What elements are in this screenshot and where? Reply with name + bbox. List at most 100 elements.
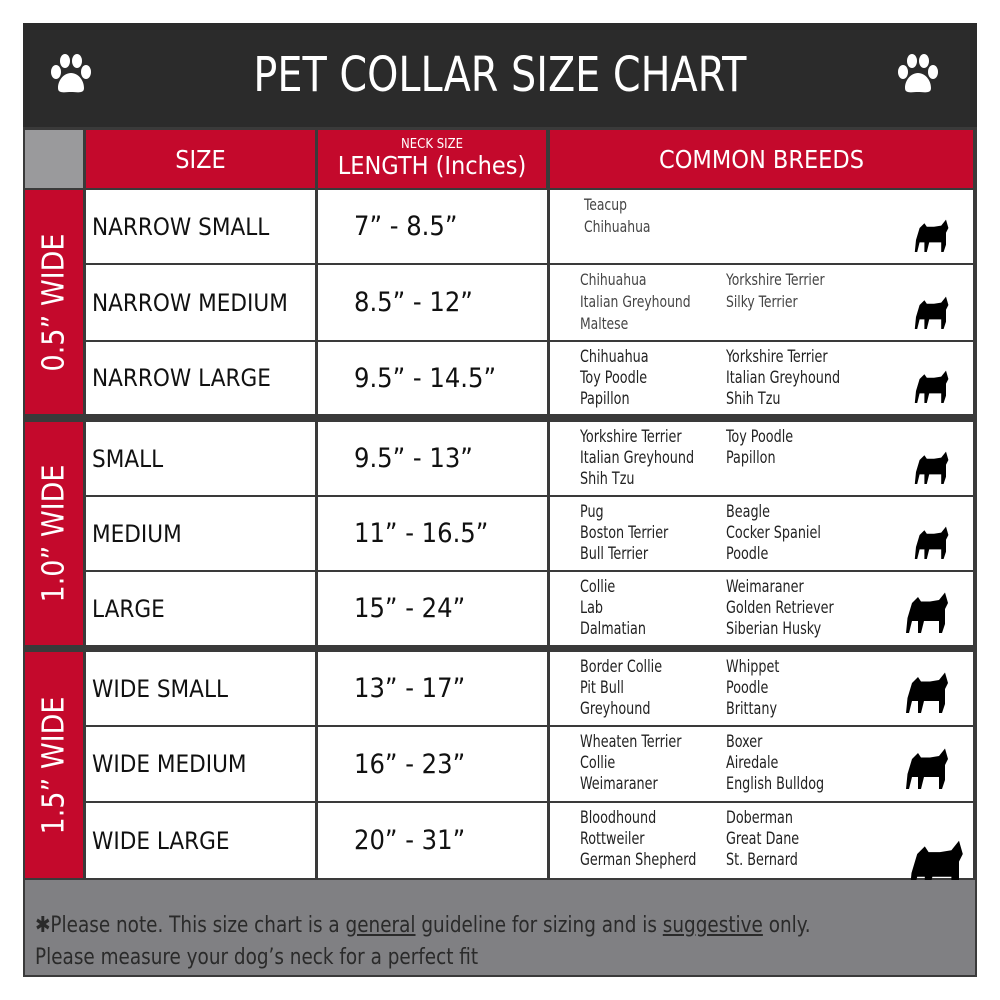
breeds-left: Border Collie Pit Bull Greyhound: [580, 656, 662, 719]
breed: Pug: [580, 502, 604, 521]
breeds-left: Yorkshire Terrier Italian Greyhound Shih T…: [580, 426, 694, 489]
breed: Golden Retriever: [726, 598, 834, 617]
divider: [315, 265, 318, 340]
size-name: WIDE LARGE: [92, 826, 230, 855]
breed: Shih Tzu: [726, 389, 781, 408]
divider: [315, 727, 318, 801]
column-header-size: SIZE: [86, 130, 315, 188]
paw-icon: [51, 54, 91, 93]
divider: [547, 497, 550, 570]
neck-length: 20” - 31”: [354, 825, 466, 856]
breed: Border Collie: [580, 657, 663, 676]
breed: Collie: [580, 753, 616, 772]
table-row: SMALL 9.5” - 13” Yorkshire Terrier Italia…: [86, 422, 973, 495]
breed: Dalmatian: [580, 619, 646, 638]
breeds-right: Beagle Cocker Spaniel Poodle: [726, 501, 821, 564]
chihuahua-silhouette-icon: [915, 296, 949, 330]
breed: Whippet: [726, 657, 780, 676]
neck-length: 9.5” - 13”: [354, 443, 473, 474]
breed: Greyhound: [580, 699, 651, 718]
pitbull-silhouette-icon: [906, 748, 948, 789]
divider: [547, 572, 550, 645]
divider: [547, 190, 550, 263]
breed: Poodle: [726, 544, 769, 563]
doberman-silhouette-icon: [910, 841, 964, 893]
width-label: 0.5” WIDE: [36, 233, 72, 371]
breed: Bloodhound: [580, 808, 657, 827]
divider: [547, 652, 550, 725]
neck-length: 16” - 23”: [354, 748, 466, 780]
breed: Boston Terrier: [580, 523, 669, 542]
breed: Yorkshire Terrier: [580, 427, 682, 446]
divider: [315, 572, 318, 645]
bulldog-silhouette-icon: [906, 672, 948, 713]
size-name: MEDIUM: [92, 519, 182, 548]
width-group-label: 0.5” WIDE: [25, 190, 83, 414]
breed: Teacup: [584, 195, 627, 214]
breed: German Shepherd: [580, 850, 697, 869]
breeds-right: Yorkshire Terrier Silky Terrier: [726, 269, 825, 313]
breeds-left: Teacup Chihuahua: [584, 194, 651, 238]
neck-length: 11” - 16.5”: [354, 518, 489, 549]
breed: Papillon: [580, 389, 630, 408]
breed: Italian Greyhound: [580, 292, 691, 311]
breeds-right: Toy Poodle Papillon: [726, 426, 793, 468]
breeds-right: Doberman Great Dane St. Bernard: [726, 807, 799, 870]
breed: Great Dane: [726, 829, 800, 848]
size-name: NARROW SMALL: [92, 212, 270, 241]
table-row: WIDE LARGE 20” - 31” Bloodhound Rottweile…: [86, 803, 973, 893]
breed: Papillon: [726, 448, 776, 467]
breed: Weimaraner: [580, 774, 658, 793]
breed: Rottweiler: [580, 829, 645, 848]
breed: Chihuahua: [580, 347, 649, 366]
paw-icon: [898, 54, 938, 93]
breeds-left: Collie Lab Dalmatian: [580, 576, 646, 639]
width-group-label: 1.0” WIDE: [25, 422, 83, 645]
footer-text: ✱Please note. This size chart is a: [35, 913, 346, 938]
header-corner: [25, 130, 83, 188]
table-row: WIDE MEDIUM 16” - 23” Wheaten Terrier Col…: [86, 727, 973, 801]
pomeranian-silhouette-icon: [915, 451, 949, 485]
breed: Silky Terrier: [726, 292, 798, 311]
breed: Pit Bull: [580, 678, 624, 697]
footer-text: only.: [762, 913, 811, 938]
breeds-left: Pug Boston Terrier Bull Terrier: [580, 501, 668, 564]
breed: Siberian Husky: [726, 619, 822, 638]
breed: Chihuahua: [584, 217, 651, 236]
footer-line-2: Please measure your dog’s neck for a per…: [35, 945, 479, 970]
breed: Collie: [580, 577, 616, 596]
shepherd-silhouette-icon: [906, 592, 948, 633]
breed: English Bulldog: [726, 774, 825, 793]
size-name: WIDE SMALL: [92, 674, 228, 703]
chart-header: PET COLLAR SIZE CHART: [23, 23, 977, 127]
breed: St. Bernard: [726, 850, 798, 869]
breed: Lab: [580, 598, 604, 617]
width-label: 1.0” WIDE: [36, 464, 72, 603]
width-group-label: 1.5” WIDE: [25, 652, 83, 878]
column-size-label: SIZE: [175, 144, 226, 174]
size-name: WIDE MEDIUM: [92, 750, 247, 778]
breed: Chihuahua: [580, 270, 647, 289]
breeds-right: Yorkshire Terrier Italian Greyhound Shih T…: [726, 346, 840, 409]
breed: Doberman: [726, 808, 793, 827]
table-row: WIDE SMALL 13” - 17” Border Collie Pit Bu…: [86, 652, 973, 725]
breeds-right: Whippet Poodle Brittany: [726, 656, 779, 719]
pomeranian-silhouette-icon: [915, 370, 949, 404]
breed: Toy Poodle: [726, 427, 794, 446]
divider: [315, 497, 318, 570]
divider: [315, 422, 318, 495]
divider: [547, 727, 550, 801]
breed: Airedale: [726, 753, 779, 772]
size-name: LARGE: [92, 594, 165, 623]
table-row: LARGE 15” - 24” Collie Lab Dalmatian Weima…: [86, 572, 973, 645]
breed: Weimaraner: [726, 577, 804, 596]
breed: Maltese: [580, 314, 629, 333]
breed: Bull Terrier: [580, 544, 649, 563]
column-header-length: NECK SIZE LENGTH (Inches): [318, 130, 546, 188]
yorkie-silhouette-icon: [915, 219, 949, 253]
column-breeds-label: COMMON BREEDS: [659, 144, 864, 174]
table-row: NARROW LARGE 9.5” - 14.5” Chihuahua Toy P…: [86, 342, 973, 414]
divider: [547, 422, 550, 495]
divider: [547, 265, 550, 340]
divider: [315, 342, 318, 414]
